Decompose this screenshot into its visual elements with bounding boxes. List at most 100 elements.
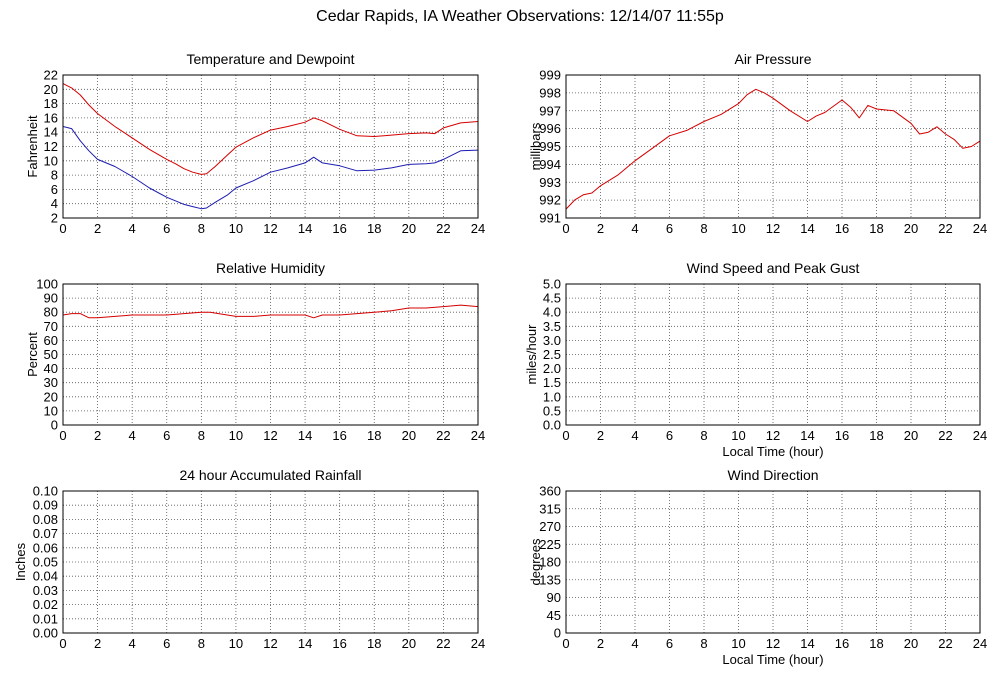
pressure-x-tick-label: 18	[869, 221, 883, 236]
pressure-x-tick-label: 24	[973, 221, 987, 236]
rain-x-tick-label: 4	[129, 636, 136, 651]
temp-y-tick-label: 14	[44, 125, 58, 140]
wind-y-axis-label: miles/hour	[524, 324, 539, 385]
wind-y-tick-label: 0.0	[543, 418, 561, 433]
wind-x-tick-label: 4	[631, 428, 638, 443]
humidity-x-tick-label: 20	[402, 428, 416, 443]
direction-x-tick-label: 2	[597, 636, 604, 651]
pressure-x-tick-label: 14	[800, 221, 814, 236]
temp-title: Temperature and Dewpoint	[186, 51, 354, 67]
direction-y-tick-label: 315	[539, 501, 561, 516]
temp-x-tick-label: 4	[129, 221, 136, 236]
rain-y-tick-label: 0.08	[33, 512, 58, 527]
wind-x-tick-label: 8	[700, 428, 707, 443]
humidity-y-tick-label: 10	[44, 403, 58, 418]
humidity-y-tick-label: 30	[44, 375, 58, 390]
pressure-x-tick-label: 6	[666, 221, 673, 236]
wind-x-tick-label: 16	[835, 428, 849, 443]
pressure-frame	[565, 74, 981, 219]
wind-y-tick-label: 2.0	[543, 361, 561, 376]
humidity-y-tick-label: 60	[44, 333, 58, 348]
wind-y-tick-label: 1.0	[543, 389, 561, 404]
rain-y-tick-label: 0.07	[33, 526, 58, 541]
wind-y-tick-label: 3.5	[543, 319, 561, 334]
pressure-title: Air Pressure	[734, 51, 811, 67]
pressure-y-tick-label: 997	[539, 103, 561, 118]
temp-x-tick-label: 18	[367, 221, 381, 236]
direction-y-tick-label: 90	[547, 590, 561, 605]
wind-y-tick-label: 3.0	[543, 333, 561, 348]
wind-x-tick-label: 0	[562, 428, 569, 443]
wind-x-tick-label: 6	[666, 428, 673, 443]
wind-x-tick-label: 14	[800, 428, 814, 443]
humidity-x-tick-label: 4	[129, 428, 136, 443]
direction-y-tick-label: 0	[554, 626, 561, 641]
humidity-x-tick-label: 16	[332, 428, 346, 443]
direction-x-tick-label: 24	[973, 636, 987, 651]
temp-frame	[62, 74, 479, 219]
rain-y-tick-label: 0.00	[33, 626, 58, 641]
pressure-y-tick-label: 999	[539, 68, 561, 83]
wind-x-tick-label: 12	[766, 428, 780, 443]
temp-y-tick-label: 6	[51, 182, 58, 197]
temp-y-tick-label: 8	[51, 168, 58, 183]
pressure-x-tick-label: 2	[597, 221, 604, 236]
humidity-y-tick-label: 0	[51, 418, 58, 433]
rain-x-tick-label: 24	[471, 636, 485, 651]
temp-x-tick-label: 22	[436, 221, 450, 236]
humidity-y-tick-label: 40	[44, 361, 58, 376]
rain-y-tick-label: 0.05	[33, 555, 58, 570]
direction-y-tick-label: 225	[539, 537, 561, 552]
temp-y-tick-label: 20	[44, 82, 58, 97]
temp-y-tick-label: 18	[44, 96, 58, 111]
humidity-x-tick-label: 0	[59, 428, 66, 443]
rain-x-tick-label: 10	[229, 636, 243, 651]
pressure-y-tick-label: 996	[539, 121, 561, 136]
direction-title: Wind Direction	[727, 467, 818, 483]
humidity-y-tick-label: 90	[44, 291, 58, 306]
temp-x-tick-label: 0	[59, 221, 66, 236]
temp-x-tick-label: 16	[332, 221, 346, 236]
pressure-y-tick-label: 991	[539, 211, 561, 226]
temp-y-tick-label: 2	[51, 211, 58, 226]
direction-y-tick-label: 180	[539, 555, 561, 570]
page-title: Cedar Rapids, IA Weather Observations: 1…	[316, 8, 724, 25]
pressure-x-tick-label: 22	[938, 221, 952, 236]
temp-y-axis-label: Fahrenheit	[25, 115, 40, 178]
wind-y-tick-label: 5.0	[543, 277, 561, 292]
wind-y-tick-label: 2.5	[543, 347, 561, 362]
wind-x-tick-label: 10	[731, 428, 745, 443]
rain-y-tick-label: 0.04	[33, 569, 58, 584]
temp-y-tick-label: 12	[44, 139, 58, 154]
wind-y-tick-label: 4.0	[543, 305, 561, 320]
humidity-x-tick-label: 22	[436, 428, 450, 443]
wind-x-axis-label: Local Time (hour)	[722, 444, 823, 459]
direction-y-axis-label: degrees	[528, 538, 543, 585]
temp-x-tick-label: 2	[94, 221, 101, 236]
pressure-x-tick-label: 8	[700, 221, 707, 236]
pressure-y-tick-label: 994	[539, 157, 561, 172]
direction-x-tick-label: 12	[766, 636, 780, 651]
direction-y-tick-label: 135	[539, 572, 561, 587]
direction-x-tick-label: 4	[631, 636, 638, 651]
wind-title: Wind Speed and Peak Gust	[687, 260, 860, 276]
humidity-y-axis-label: Percent	[25, 332, 40, 377]
wind-y-tick-label: 0.5	[543, 403, 561, 418]
wind-x-tick-label: 18	[869, 428, 883, 443]
rain-x-tick-label: 0	[59, 636, 66, 651]
temp-x-tick-label: 10	[229, 221, 243, 236]
rain-x-tick-label: 16	[332, 636, 346, 651]
temp-x-tick-label: 6	[163, 221, 170, 236]
humidity-x-tick-label: 18	[367, 428, 381, 443]
wind-x-tick-label: 22	[938, 428, 952, 443]
direction-x-tick-label: 8	[700, 636, 707, 651]
humidity-x-tick-label: 2	[94, 428, 101, 443]
rain-title: 24 hour Accumulated Rainfall	[179, 467, 361, 483]
direction-x-tick-label: 14	[800, 636, 814, 651]
rain-x-tick-label: 6	[163, 636, 170, 651]
rain-x-tick-label: 2	[94, 636, 101, 651]
pressure-y-tick-label: 993	[539, 175, 561, 190]
direction-x-tick-label: 22	[938, 636, 952, 651]
